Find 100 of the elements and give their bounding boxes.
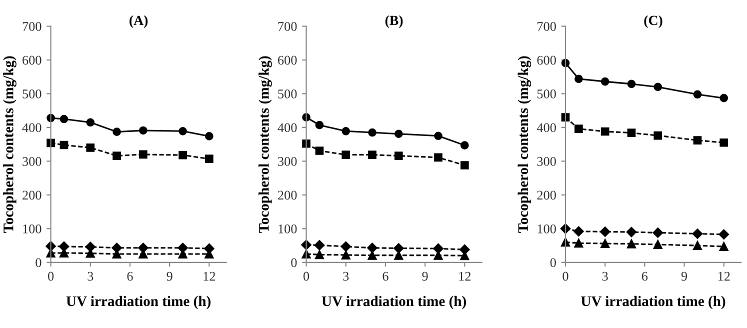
point: [205, 132, 214, 140]
point: [434, 132, 442, 140]
y-tick-label: 0: [291, 258, 297, 268]
point: [693, 90, 702, 99]
point: [718, 229, 729, 240]
point: [60, 114, 68, 124]
point: [574, 124, 583, 133]
chart-title: (C): [644, 15, 662, 28]
point: [112, 128, 121, 136]
point: [460, 141, 469, 150]
point: [205, 154, 214, 163]
y-tick-label: 100: [278, 224, 297, 234]
point: [314, 240, 325, 250]
point: [60, 140, 68, 150]
point: [574, 238, 584, 248]
point: [627, 80, 636, 88]
point: [340, 241, 351, 252]
y-tick-label: 300: [537, 156, 556, 166]
y-tick-label: 400: [278, 123, 297, 132]
y-tick-label: 400: [536, 123, 556, 132]
point: [626, 239, 636, 248]
point: [314, 250, 324, 260]
point: [341, 250, 350, 260]
point: [600, 77, 610, 86]
y-tick-label: 600: [537, 56, 556, 65]
y-tick-label: 500: [278, 90, 297, 98]
point: [560, 224, 571, 234]
point: [654, 131, 662, 140]
x-axis-title: UV irradiation time (h): [581, 296, 726, 310]
point: [720, 138, 728, 147]
point: [720, 94, 728, 102]
x-tick-label: 9: [422, 272, 428, 281]
y-tick-label: 700: [278, 22, 297, 31]
x-axis-title: UV irradiation time (h): [322, 296, 466, 310]
chart-title: (A): [130, 15, 148, 28]
point: [460, 161, 469, 170]
point: [434, 153, 442, 162]
y-axis-title: Tocopherol contents (mg/kg): [518, 56, 532, 233]
y-tick-label: 500: [22, 90, 42, 98]
point: [693, 136, 702, 144]
x-tick-label: 12: [204, 272, 216, 281]
point: [627, 128, 636, 138]
point: [367, 242, 378, 254]
x-tick-label: 12: [459, 272, 471, 281]
point: [600, 226, 610, 237]
point: [112, 152, 121, 160]
point: [342, 126, 350, 136]
x-tick-label: 0: [48, 272, 54, 281]
y-tick-label: 400: [22, 123, 42, 132]
y-tick-label: 0: [36, 258, 42, 268]
y-tick-label: 100: [23, 224, 42, 234]
point: [315, 120, 324, 130]
point: [394, 130, 403, 138]
y-tick-label: 300: [278, 156, 297, 166]
x-tick-label: 9: [681, 272, 688, 281]
y-axis-title: Tocopherol contents (mg/kg): [258, 56, 272, 233]
point: [368, 128, 376, 137]
x-tick-label: 0: [562, 272, 568, 281]
x-tick-label: 12: [718, 272, 730, 281]
point: [600, 238, 610, 248]
x-tick-label: 3: [343, 272, 349, 281]
x-tick-label: 6: [127, 272, 133, 281]
y-tick-label: 100: [538, 224, 556, 234]
point: [394, 152, 403, 160]
point: [600, 127, 610, 136]
point: [692, 241, 702, 250]
point: [433, 243, 444, 254]
point: [626, 226, 637, 238]
point: [652, 228, 663, 238]
chart-title: (B): [385, 15, 403, 28]
point: [139, 126, 148, 135]
y-tick-label: 600: [278, 56, 297, 65]
point: [394, 243, 404, 254]
x-tick-label: 6: [642, 272, 648, 281]
x-tick-label: 3: [88, 272, 94, 281]
y-tick-label: 600: [22, 56, 42, 65]
x-tick-label: 9: [166, 272, 172, 281]
y-tick-label: 700: [22, 22, 42, 31]
y-tick-label: 200: [22, 190, 42, 200]
x-tick-label: 6: [382, 272, 388, 281]
x-tick-label: 0: [303, 272, 310, 281]
point: [178, 150, 187, 160]
y-tick-label: 200: [537, 190, 556, 200]
y-tick-label: 200: [278, 190, 297, 200]
point: [368, 150, 376, 159]
point: [692, 228, 703, 239]
point: [315, 146, 324, 155]
y-axis-title: Tocopherol contents (mg/kg): [3, 56, 16, 233]
point: [574, 74, 583, 84]
y-tick-label: 0: [550, 258, 556, 268]
point: [653, 240, 662, 250]
point: [139, 150, 148, 159]
point: [342, 150, 350, 159]
y-tick-label: 500: [537, 90, 556, 98]
x-axis-title: UV irradiation time (h): [66, 296, 211, 310]
point: [574, 226, 584, 236]
point: [654, 82, 662, 92]
point: [86, 118, 95, 127]
y-tick-label: 700: [538, 22, 556, 31]
point: [86, 144, 95, 152]
